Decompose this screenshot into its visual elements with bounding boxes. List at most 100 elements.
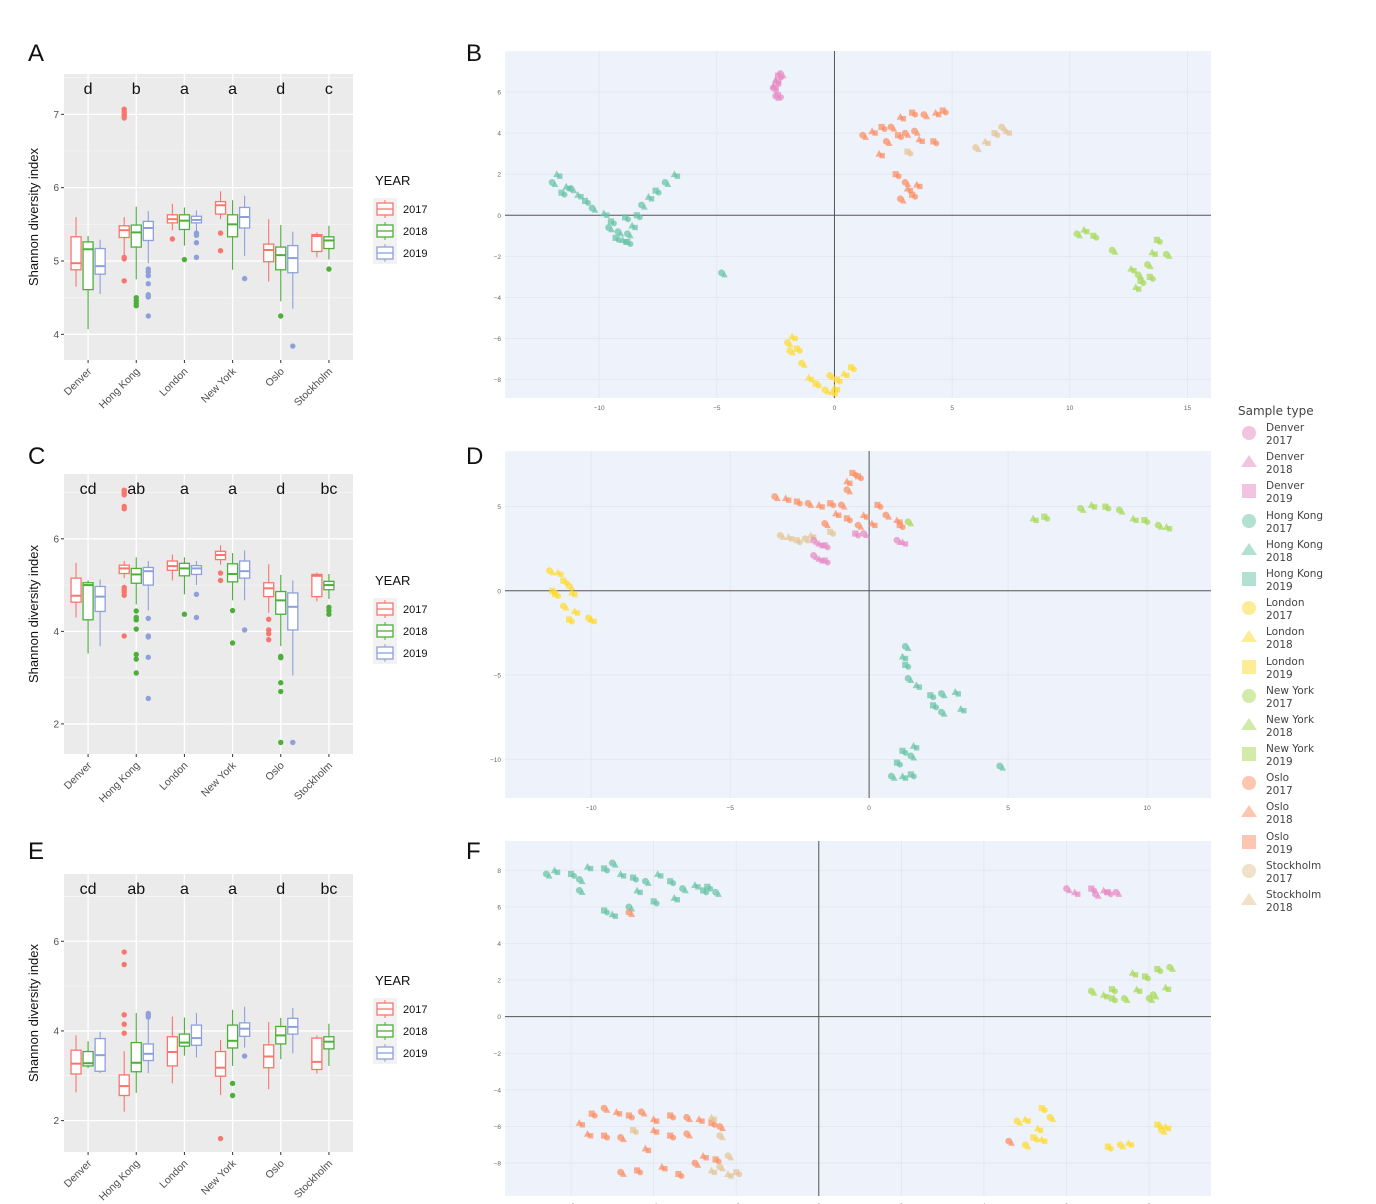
- data-point: [927, 692, 934, 699]
- box-2018: [178, 1017, 191, 1056]
- data-point: [902, 749, 909, 756]
- legend-item-label: New York 2019: [1266, 743, 1314, 769]
- outlier-point: [326, 611, 332, 617]
- legend-item[interactable]: New York 2018: [1230, 714, 1376, 743]
- data-point: [1166, 526, 1173, 532]
- y-tick-label: 4: [497, 131, 501, 138]
- data-point: [1165, 986, 1172, 993]
- legend-item[interactable]: Oslo 2017: [1230, 772, 1376, 801]
- data-point: [711, 1169, 718, 1176]
- box-iqr: [118, 225, 130, 239]
- marker-shape: [1242, 659, 1256, 674]
- legend-item[interactable]: London 2019: [1230, 656, 1376, 685]
- outlier-point: [181, 256, 188, 263]
- legend-item-label: Oslo 2018: [1266, 801, 1293, 827]
- data-point: [674, 897, 680, 903]
- data-point: [902, 655, 909, 662]
- data-point: [999, 764, 1007, 771]
- cluster-stockholm: [629, 1113, 743, 1179]
- data-point: [830, 502, 837, 509]
- data-point: [892, 171, 899, 178]
- data-point: [808, 376, 815, 383]
- data-point: [699, 1118, 705, 1124]
- box-iqr: [130, 567, 142, 584]
- legend-item[interactable]: Denver 2017: [1230, 422, 1376, 451]
- data-point: [637, 1169, 644, 1176]
- cluster-london: [546, 567, 597, 625]
- legend-year: 2019: [1266, 756, 1293, 769]
- x-tick-label: Hong Kong: [97, 366, 143, 410]
- legend-year: 2019: [1266, 843, 1293, 856]
- data-point: [804, 537, 812, 544]
- data-point: [621, 214, 629, 221]
- box-iqr: [263, 582, 275, 598]
- x-tick-label: Denver: [62, 759, 95, 792]
- data-point: [796, 347, 803, 354]
- legend-item[interactable]: Oslo 2019: [1230, 831, 1376, 860]
- boxplot-chart-c: 2 4 6 Denver cd Hong Kong ab London a New York a Os…: [26, 474, 427, 805]
- data-point: [703, 1155, 709, 1161]
- data-point: [674, 173, 681, 179]
- data-point: [807, 501, 815, 508]
- box-iqr: [82, 1050, 94, 1067]
- legend-item[interactable]: Stockholm 2018: [1230, 889, 1376, 918]
- data-point: [900, 197, 907, 204]
- data-point: [961, 708, 967, 714]
- y-tick-label: 6: [53, 183, 59, 194]
- box-iqr: [311, 1037, 323, 1071]
- box-iqr: [323, 236, 335, 250]
- box-2018: [275, 1017, 287, 1060]
- y-tick-label: −6: [494, 336, 502, 343]
- square-marker-icon: [1242, 659, 1256, 674]
- data-point: [563, 604, 570, 611]
- data-point: [1108, 986, 1115, 993]
- data-point: [846, 517, 853, 524]
- legend-item[interactable]: Stockholm 2017: [1230, 860, 1376, 889]
- data-point: [551, 181, 559, 188]
- data-point: [1090, 989, 1098, 996]
- outlier-point: [145, 615, 151, 622]
- legend-item[interactable]: Hong Kong 2018: [1230, 539, 1376, 568]
- panel-letter-e: E: [28, 838, 45, 865]
- data-point: [607, 218, 614, 225]
- data-point: [779, 533, 787, 540]
- outlier-point: [278, 655, 284, 661]
- data-point: [715, 1158, 722, 1165]
- legend-item[interactable]: Denver 2018: [1230, 451, 1376, 480]
- marker-shape: [1241, 542, 1257, 555]
- box-2019: [94, 1031, 106, 1074]
- data-point: [819, 504, 825, 510]
- box-iqr: [226, 1024, 239, 1049]
- legend-item[interactable]: Denver 2019: [1230, 480, 1376, 509]
- legend-item[interactable]: London 2018: [1230, 626, 1376, 655]
- outlier-point: [169, 236, 176, 242]
- data-point: [615, 236, 622, 243]
- triangle-marker-icon: [1241, 805, 1257, 818]
- legend-item[interactable]: Oslo 2018: [1230, 801, 1376, 830]
- data-point: [1076, 232, 1084, 239]
- outlier-point: [217, 570, 224, 576]
- legend-item[interactable]: New York 2019: [1230, 743, 1376, 772]
- legend-item[interactable]: Hong Kong 2017: [1230, 510, 1376, 539]
- legend-item[interactable]: London 2017: [1230, 597, 1376, 626]
- data-point: [1042, 1138, 1048, 1144]
- x-tick-label: −5: [713, 405, 721, 410]
- data-point: [1161, 1128, 1168, 1135]
- data-point: [1165, 1125, 1172, 1132]
- cluster-new-york: [1087, 963, 1177, 1004]
- data-point: [879, 152, 885, 159]
- outlier-point: [145, 634, 151, 640]
- boxplot-chart-e: 2 4 6 Denver cd Hong Kong ab London a New York a Os…: [26, 874, 427, 1203]
- legend-item[interactable]: Hong Kong 2019: [1230, 568, 1376, 597]
- data-point: [846, 488, 854, 495]
- panel-letter-a: A: [28, 40, 45, 67]
- data-point: [719, 1134, 726, 1141]
- data-point: [585, 199, 592, 206]
- box-2019: [94, 239, 106, 294]
- data-point: [1147, 263, 1154, 270]
- data-point: [902, 775, 909, 781]
- data-point: [1149, 275, 1156, 282]
- legend-item[interactable]: New York 2017: [1230, 685, 1376, 714]
- data-point: [1118, 508, 1126, 515]
- data-point: [1104, 889, 1111, 896]
